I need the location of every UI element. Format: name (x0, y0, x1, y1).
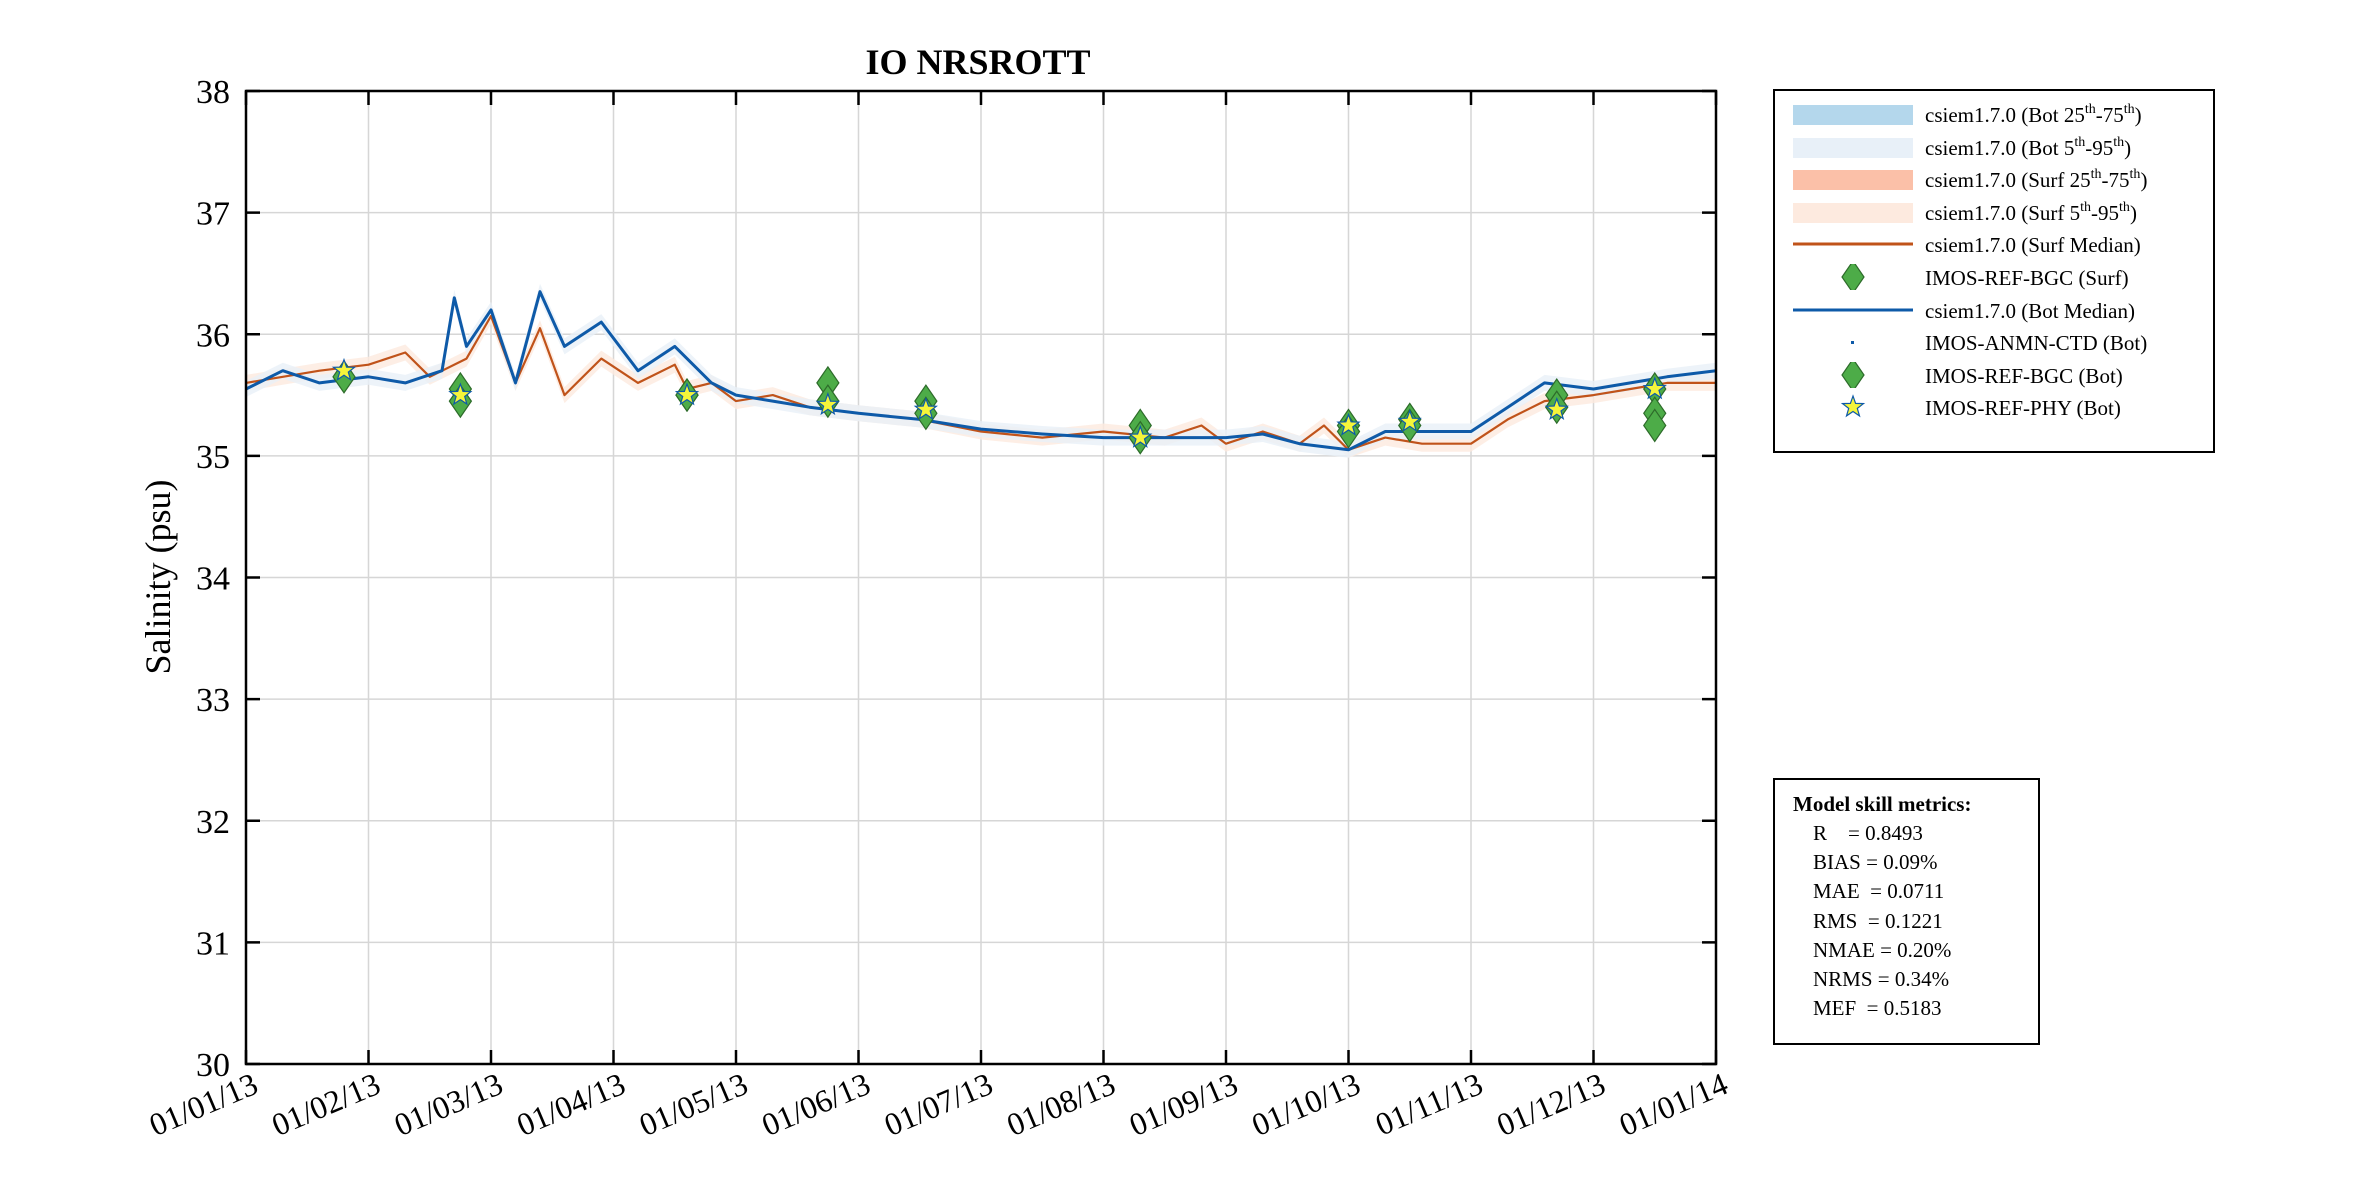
legend: csiem1.7.0 (Bot 25th-75th) csiem1.7.0 (Bo… (1773, 89, 2215, 453)
y-tick-label: 34 (196, 561, 230, 598)
x-tick-label: 01/12/13 (1491, 1065, 1610, 1143)
x-tick-label: 01/10/13 (1246, 1065, 1365, 1143)
legend-entry: csiem1.7.0 (Bot 25th-75th) (1775, 99, 2213, 131)
legend-entry: csiem1.7.0 (Surf 25th-75th) (1775, 164, 2213, 196)
x-tick-label: 01/03/13 (389, 1065, 508, 1143)
bot-percentile-band (246, 283, 1716, 458)
y-tick-label: 38 (196, 74, 230, 111)
legend-dot-anmn_ctd (1787, 329, 1917, 355)
phy-bot-star (815, 392, 840, 416)
phy-bot-star (1544, 396, 1569, 421)
phy-bot-star (674, 382, 700, 406)
y-axis-label: Salinity (psu) (138, 480, 178, 675)
legend-entry: IMOS-ANMN-CTD (Bot) (1775, 327, 2213, 359)
median-lines (245, 290, 1717, 452)
axis-ticks (244, 89, 1718, 1066)
legend-entry-label: IMOS-REF-BGC (Bot) (1925, 363, 2123, 388)
y-tick-label: 32 (196, 804, 230, 841)
x-tick-label: 01/08/13 (1001, 1065, 1120, 1143)
bot-median-line (245, 290, 1717, 452)
legend-entry-label: csiem1.7.0 (Surf Median) (1925, 233, 2141, 258)
x-tick-label: 01/04/13 (511, 1065, 630, 1143)
x-tick-label: 01/09/13 (1124, 1065, 1243, 1143)
metric-row: NRMS = 0.34% (1813, 967, 1950, 992)
x-tick-label: 01/11/13 (1370, 1065, 1488, 1142)
legend-entry-label: csiem1.7.0 (Bot 5th-95th) (1925, 134, 2132, 160)
observation-markers (331, 357, 1667, 455)
grid (246, 91, 1716, 1064)
phy-bot-star (1397, 409, 1422, 433)
metric-row: MAE = 0.0711 (1813, 879, 1945, 904)
phy-bot-star (1336, 412, 1361, 436)
chart-title: IO NRSROTT (865, 42, 1090, 82)
x-tick-labels: 01/01/13 01/02/13 01/03/13 01/04/13 01/05/13… (144, 1065, 1733, 1143)
legend-entry: IMOS-REF-PHY (Bot) (1775, 392, 2213, 424)
legend-entry-label: csiem1.7.0 (Bot Median) (1925, 298, 2135, 323)
legend-entry: csiem1.7.0 (Surf Median) (1775, 229, 2213, 261)
legend-diamond-bgc_surf (1787, 259, 1917, 295)
y-tick-label: 33 (196, 682, 230, 719)
y-tick-label: 35 (196, 439, 230, 476)
y-tick-label: 36 (196, 317, 230, 354)
y-tick-label: 30 (196, 1047, 230, 1084)
y-tick-labels: 30 31 32 33 34 35 36 37 38 (196, 74, 230, 1084)
metric-row: MEF = 0.5183 (1813, 996, 1942, 1021)
legend-line-surf_median (1787, 231, 1917, 257)
legend-line-bot_median (1787, 297, 1917, 323)
phy-bot-star (1128, 424, 1153, 448)
legend-entry-label: IMOS-REF-BGC (Surf) (1925, 266, 2129, 290)
legend-entry: csiem1.7.0 (Surf 5th-95th) (1775, 197, 2213, 229)
x-tick-label: 01/02/13 (266, 1065, 385, 1143)
legend-entry: csiem1.7.0 (Bot Median) (1775, 295, 2213, 327)
legend-entry-label: IMOS-REF-PHY (Bot) (1925, 396, 2121, 421)
legend-swatch-bot_90 (1787, 134, 1917, 160)
plot-area (244, 89, 1718, 1066)
metric-row: NMAE = 0.20% (1813, 937, 1952, 962)
metrics-title: Model skill metrics: (1793, 792, 1972, 816)
phy-bot-star (331, 357, 357, 382)
legend-swatch-bot_iqr (1787, 101, 1917, 127)
x-tick-label: 01/07/13 (879, 1065, 998, 1143)
metric-row: R = 0.8493 (1813, 821, 1923, 845)
skill-metrics-box: Model skill metrics: R = 0.8493 BIAS = 0.… (1773, 778, 2040, 1045)
legend-entry-label: csiem1.7.0 (Bot 25th-75th) (1925, 102, 2142, 128)
legend-swatch-surf_90 (1787, 199, 1917, 225)
legend-entry-label: csiem1.7.0 (Surf 25th-75th) (1925, 167, 2148, 193)
legend-entry: IMOS-REF-BGC (Bot) (1775, 357, 2213, 392)
metric-row: RMS = 0.1221 (1813, 908, 1943, 933)
phy-bot-star (913, 396, 938, 421)
x-tick-label: 01/01/14 (1614, 1065, 1733, 1143)
x-tick-label: 01/05/13 (634, 1065, 753, 1143)
y-tick-label: 31 (196, 925, 230, 962)
legend-star-phy_bot (1787, 394, 1917, 420)
bgc-bot-diamond (1643, 408, 1667, 443)
legend-diamond-bgc_bot (1787, 357, 1917, 392)
metric-row: BIAS = 0.09% (1813, 850, 1938, 875)
phy-bot-star (448, 382, 473, 406)
y-tick-label: 37 (196, 196, 230, 233)
metrics-list: R = 0.8493 BIAS = 0.09% MAE = 0.0711 RMS = … (1793, 819, 2038, 1023)
legend-entry: IMOS-REF-BGC (Surf) (1775, 259, 2213, 295)
phy-bot-star (1642, 376, 1667, 400)
x-tick-label: 01/06/13 (756, 1065, 875, 1143)
legend-entry-label: IMOS-ANMN-CTD (Bot) (1925, 331, 2148, 356)
legend-swatch-surf_iqr (1787, 166, 1917, 192)
legend-entry-label: csiem1.7.0 (Surf 5th-95th) (1925, 199, 2137, 225)
legend-entry: csiem1.7.0 (Bot 5th-95th) (1775, 132, 2213, 164)
